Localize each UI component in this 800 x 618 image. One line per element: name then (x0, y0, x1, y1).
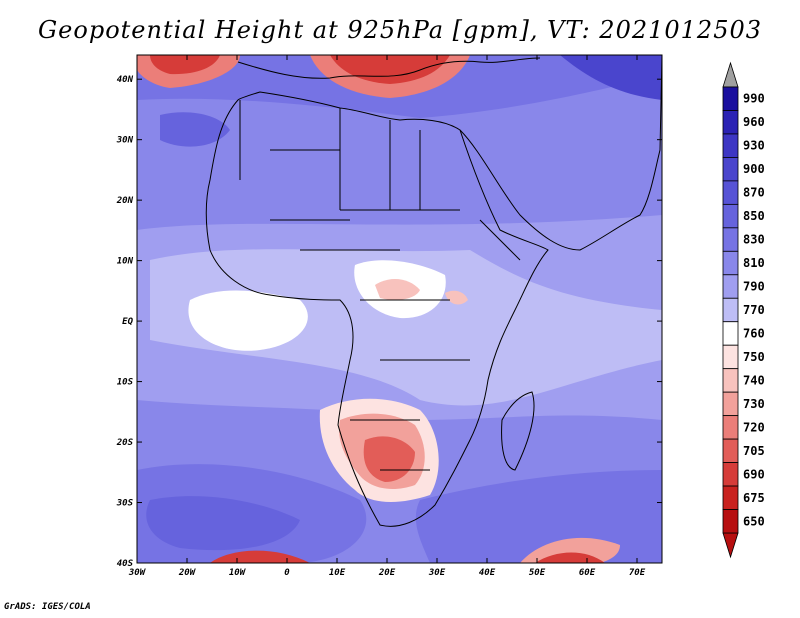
colorbar-top-arrow (722, 61, 739, 88)
colorbar: 990 960 930 900 870 850 830 810 790 770 760 750 740 7… (722, 61, 765, 559)
lon-tick-label: 70E (629, 568, 646, 578)
lat-tick-label: 10N (117, 257, 134, 267)
colorbar-swatch (722, 344, 739, 370)
colorbar-swatch (722, 250, 739, 276)
colorbar-label: 740 (743, 373, 765, 387)
longitude-axis: 30W 20W 10W 0 10E 20E 30E 40E 50E 60E 70E (128, 55, 646, 578)
colorbar-swatch (722, 391, 739, 417)
colorbar-swatch (722, 321, 739, 346)
colorbar-swatch (722, 297, 739, 323)
colorbar-swatch (722, 227, 739, 252)
lon-tick-label: 30E (428, 568, 446, 578)
lat-tick-label: 30S (116, 499, 134, 509)
lat-tick-label: 40S (117, 559, 134, 569)
lon-tick-label: 50E (529, 568, 546, 578)
lon-tick-label: 60E (579, 568, 596, 578)
lon-tick-label: 20W (178, 568, 197, 578)
colorbar-swatch (722, 203, 739, 229)
colorbar-label: 675 (743, 491, 765, 505)
lat-tick-label: 10S (117, 378, 134, 388)
credit-text: GrADS: IGES/COLA (4, 602, 91, 612)
colorbar-label: 650 (743, 514, 765, 528)
colorbar-bottom-arrow (722, 532, 739, 559)
lon-tick-label: 0 (284, 568, 290, 578)
colorbar-swatch (722, 133, 739, 158)
colorbar-swatch (722, 110, 739, 135)
lon-tick-label: 30W (128, 568, 147, 578)
coastlines (205, 55, 662, 527)
colorbar-label: 830 (743, 233, 765, 247)
colorbar-swatch (722, 157, 739, 182)
colorbar-label: 900 (743, 162, 765, 176)
colorbar-label: 990 (743, 92, 765, 106)
map-title: Geopotential Height at 925hPa [gpm], VT:… (38, 16, 762, 44)
colorbar-label: 850 (743, 209, 765, 223)
colorbar-label: 690 (743, 467, 765, 481)
colorbar-label: 750 (743, 350, 765, 364)
lon-tick-label: 10E (329, 568, 346, 578)
colorbar-swatch (722, 86, 739, 111)
colorbar-label: 770 (743, 303, 765, 317)
colorbar-swatch (722, 274, 739, 299)
colorbar-label: 930 (743, 139, 765, 153)
lat-tick-label: 40N (117, 75, 134, 85)
colorbar-label: 870 (743, 186, 765, 200)
lat-tick-label: 20N (116, 196, 134, 206)
lat-tick-label: 20S (116, 438, 134, 448)
colorbar-swatch (722, 415, 739, 440)
plot-frame (136, 54, 663, 564)
colorbar-label: 760 (743, 326, 765, 340)
lon-tick-label: 40E (479, 568, 496, 578)
colorbar-label: 730 (743, 397, 765, 411)
lon-tick-label: 10W (229, 568, 247, 578)
colorbar-label: 705 (743, 444, 765, 458)
colorbar-swatch (722, 485, 739, 510)
colorbar-swatch (722, 180, 739, 205)
colorbar-swatch (722, 368, 739, 393)
latitude-axis: 40N 30N 20N 10N EQ 10S 20S 30S 40S (116, 75, 662, 569)
lon-tick-label: 20E (378, 568, 396, 578)
colorbar-swatch (722, 509, 739, 534)
colorbar-swatch (722, 462, 739, 487)
geopotential-field (137, 55, 662, 563)
lat-tick-label: EQ (122, 317, 133, 327)
colorbar-label: 960 (743, 115, 765, 129)
colorbar-swatch (722, 438, 739, 463)
lat-tick-label: 30N (116, 136, 134, 146)
colorbar-label: 810 (743, 256, 765, 270)
colorbar-label: 790 (743, 280, 765, 294)
colorbar-label: 720 (743, 420, 765, 434)
